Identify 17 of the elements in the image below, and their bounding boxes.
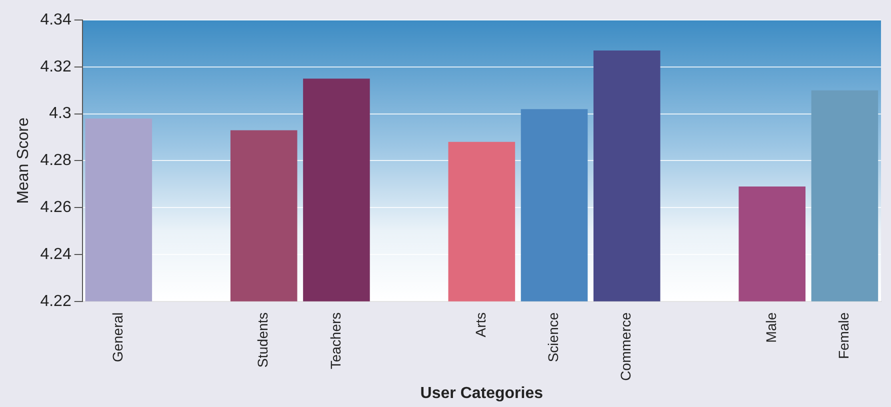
x-tick-label: General (110, 312, 126, 362)
x-tick-label: Arts (472, 312, 489, 338)
x-tick-label: Commerce (618, 312, 634, 381)
y-tick-label: 4.34 (40, 11, 72, 28)
y-tick-label: 4.28 (40, 152, 72, 170)
y-tick-label: 4.22 (40, 292, 72, 310)
y-axis-title: Mean Score (15, 117, 32, 204)
y-tick-label: 4.32 (40, 58, 72, 76)
x-tick-label: Science (545, 312, 562, 362)
x-tick-label: Male (762, 312, 779, 343)
x-tick-label: Female (836, 312, 852, 360)
y-tick-label: 4.24 (40, 246, 72, 263)
y-tick-label: 4.3 (49, 105, 72, 122)
x-tick-label: Teachers (327, 312, 344, 370)
x-tick-label: Students (254, 312, 271, 368)
x-axis-title: User Categories (420, 384, 544, 402)
y-tick-label: 4.26 (40, 198, 72, 216)
